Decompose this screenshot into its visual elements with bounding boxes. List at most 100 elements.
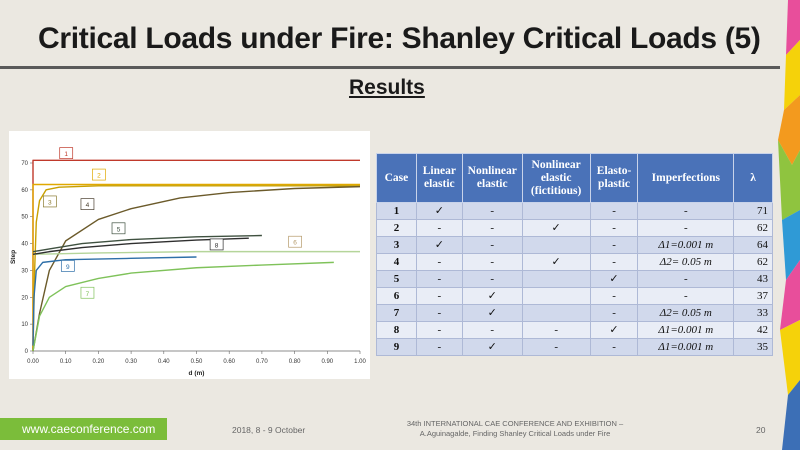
cell-elasto-plastic: - [589,253,639,271]
curve-label-box-2 [92,168,106,181]
curve-label-4: 4 [86,202,90,209]
cell-imperfections: Δ1=0.001 m [637,338,735,356]
cell-elasto-plastic: - [589,236,639,254]
x-tick-label: 1.00 [354,359,366,365]
header-case: Case [376,153,417,203]
footer-site-link[interactable]: www.caeconference.com [22,422,156,436]
cell-nonlinear-fictitious [521,270,591,288]
x-axis-label: d (m) [189,370,205,377]
x-tick-label: 0.50 [191,359,203,365]
y-tick-label: 60 [21,188,28,194]
cell-lambda: 43 [733,270,773,288]
series-line-4 [32,185,361,352]
cell-nonlinear-fictitious [521,287,591,305]
cell-nonlinear-fictitious [521,202,591,220]
cell-elasto-plastic: - [589,287,639,305]
curve-label-5: 5 [117,226,121,233]
x-tick-label: 0.60 [223,359,235,365]
footer-date: 2018, 8 - 9 October [232,425,306,435]
page-number: 20 [756,425,766,435]
x-tick-label: 0.00 [27,359,39,365]
cell-elasto-plastic: - [589,219,639,237]
curve-label-box-9 [60,260,75,272]
cell-case: 5 [376,270,417,288]
cell-nonlinear-elastic: - [461,321,523,339]
curve-label-6: 6 [293,240,297,247]
table-row: 8- - - ✓ Δ1=0.001 m 42 [376,321,773,339]
x-tick-label: 0.30 [125,359,137,365]
decorative-color-strip [778,0,800,450]
cell-imperfections: Δ2= 0.05 m [637,253,735,271]
cell-imperfections: - [637,219,735,237]
cell-nonlinear-fictitious: - [521,321,591,339]
footer-site-tag: www.caeconference.com [0,418,167,440]
table-row: 2- - ✓ - -62 [376,219,773,237]
cell-lambda: 62 [733,219,773,237]
table-header-row: Case Linear elastic Nonlinear elastic No… [376,153,773,203]
header-nonlinear-elastic: Nonlinear elastic [461,153,523,203]
cell-elasto-plastic: ✓ [589,321,639,339]
cell-nonlinear-elastic: ✓ [461,304,523,322]
header-elasto-plastic: Elasto-plastic [589,153,639,203]
cell-linear-elastic: - [415,253,463,271]
results-table-container: Case Linear elastic Nonlinear elastic No… [376,153,773,356]
y-tick-label: 10 [21,322,28,328]
series-line-2 [32,183,360,351]
header-linear-elastic: Linear elastic [415,153,463,203]
x-tick-label: 0.40 [158,359,170,365]
cell-case: 8 [376,321,417,339]
y-tick-label: 50 [21,215,28,221]
cell-nonlinear-fictitious [521,236,591,254]
cell-imperfections: - [637,270,735,288]
table-row: 3 ✓ - - Δ1=0.001 m 64 [376,236,773,254]
cell-case: 9 [376,338,417,356]
cell-nonlinear-elastic: - [461,219,523,237]
slide-subtitle: Results [349,76,425,99]
footer-conference: 34th INTERNATIONAL CAE CONFERENCE AND EX… [390,419,640,439]
header-nonlinear-fictitious: Nonlinear elastic (fictitious) [521,153,591,203]
x-tick-label: 0.90 [321,359,333,365]
cell-lambda: 33 [733,304,773,322]
cell-elasto-plastic: - [589,304,639,322]
cell-nonlinear-fictitious: ✓ [521,253,591,271]
cell-nonlinear-elastic: - [461,202,523,220]
table-row: 5- - ✓ -43 [376,270,773,288]
cell-linear-elastic: - [415,321,463,339]
y-tick-label: 40 [21,242,28,248]
cell-case: 3 [376,236,417,254]
slide-title: Critical Loads under Fire: Shanley Criti… [38,22,761,55]
curve-label-8: 8 [215,242,219,249]
series-line-7 [32,261,334,352]
header-lambda: λ [733,153,773,203]
cell-nonlinear-fictitious: ✓ [521,219,591,237]
cell-case: 2 [376,219,417,237]
cell-case: 1 [376,202,417,220]
cell-lambda: 37 [733,287,773,305]
cell-imperfections: - [637,287,735,305]
y-tick-label: 0 [25,349,29,355]
curve-label-box-3 [42,195,57,208]
cell-lambda: 35 [733,338,773,356]
cell-imperfections: Δ1=0.001 m [637,321,735,339]
y-tick-label: 30 [21,268,28,274]
series-line-9 [32,256,197,346]
cell-nonlinear-elastic: ✓ [461,287,523,305]
cell-linear-elastic: - [415,287,463,305]
curve-label-box-1 [59,147,74,159]
cell-linear-elastic: - [415,338,463,356]
cell-linear-elastic: - [415,219,463,237]
curve-label-box-7 [80,286,95,299]
curve-label-box-5 [111,222,126,235]
title-rule [0,66,780,69]
table-row: 4- - ✓ - Δ2= 0.05 m 62 [376,253,773,271]
cell-case: 7 [376,304,417,322]
cell-lambda: 64 [733,236,773,254]
cell-elasto-plastic: ✓ [589,270,639,288]
y-tick-label: 20 [21,295,28,301]
footer-conference-line2: A.Aguinagalde, Finding Shanley Critical … [419,429,611,438]
x-tick-label: 0.10 [60,359,72,365]
curve-label-3: 3 [48,199,52,206]
cell-imperfections: Δ2= 0.05 m [637,304,735,322]
cell-nonlinear-elastic: - [461,270,523,288]
cell-nonlinear-elastic: - [461,236,523,254]
